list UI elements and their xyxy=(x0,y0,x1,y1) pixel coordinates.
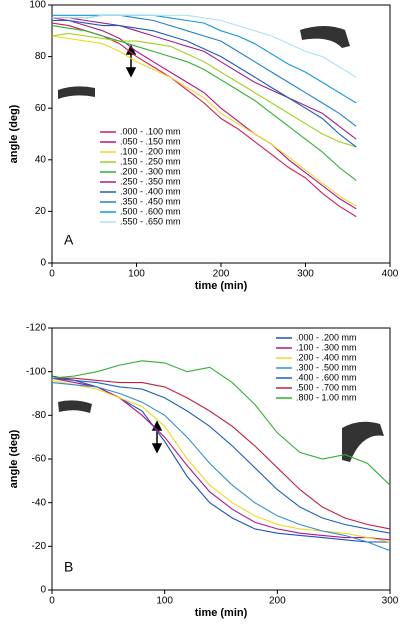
y-tick-label: 0 xyxy=(40,258,46,269)
series-line xyxy=(51,32,357,148)
legend-label: .250 - .350 mm xyxy=(120,176,181,186)
x-tick-label: 100 xyxy=(156,596,173,607)
y-tick-label: -40 xyxy=(32,497,47,508)
series-line xyxy=(51,35,357,207)
series-line xyxy=(52,19,357,148)
legend-label: .100 - .200 mm xyxy=(120,146,181,156)
series-line xyxy=(52,14,357,78)
y-tick-label: 40 xyxy=(35,154,47,165)
x-axis-label: time (min) xyxy=(195,607,248,619)
y-tick-label: -20 xyxy=(32,541,47,552)
x-axis-label: time (min) xyxy=(195,280,248,292)
worm-icon xyxy=(58,86,95,99)
y-axis-label: angle (deg) xyxy=(8,429,20,488)
legend-label: .800 - 1.00 mm xyxy=(296,392,357,402)
x-tick-label: 0 xyxy=(49,269,55,280)
legend: .000 - .100 mm.050 - .150 mm.100 - .200 … xyxy=(100,126,181,226)
legend-label: .500 - .700 mm xyxy=(296,382,357,392)
panel-label: A xyxy=(64,232,74,248)
legend-label: .550 - .650 mm xyxy=(120,216,181,226)
legend-label: .000 - .200 mm xyxy=(296,332,357,342)
legend-label: .300 - .400 mm xyxy=(120,186,181,196)
y-tick-label: 0 xyxy=(40,585,46,596)
series-line xyxy=(51,377,391,541)
y-tick-label: -120 xyxy=(26,323,46,334)
x-tick-label: 300 xyxy=(297,269,314,280)
decorations xyxy=(58,26,384,462)
series-line xyxy=(51,379,391,543)
x-tick-label: 300 xyxy=(382,596,399,607)
series-line xyxy=(51,360,391,486)
y-tick-label: -60 xyxy=(32,454,47,465)
panel-label: B xyxy=(64,559,73,575)
x-tick-label: 400 xyxy=(382,269,399,280)
y-tick-label: 60 xyxy=(35,103,47,114)
worm-icon xyxy=(300,26,350,48)
x-tick-label: 200 xyxy=(213,269,230,280)
y-tick-label: 100 xyxy=(29,0,46,11)
worm-icon xyxy=(342,421,384,462)
series-line xyxy=(51,17,357,210)
x-tick-label: 0 xyxy=(49,596,55,607)
series-line xyxy=(52,377,391,530)
series-line xyxy=(51,22,357,218)
series-line xyxy=(51,25,357,181)
legend-label: .200 - .400 mm xyxy=(296,352,357,362)
y-tick-label: 80 xyxy=(35,51,47,62)
x-tick-label: 100 xyxy=(128,269,145,280)
legend-label: .200 - .300 mm xyxy=(120,166,181,176)
legend-label: .400 - .600 mm xyxy=(296,372,357,382)
legend-label: .500 - .600 mm xyxy=(120,206,181,216)
series-line xyxy=(52,17,357,140)
series-line xyxy=(51,382,391,552)
y-tick-label: -80 xyxy=(32,410,47,421)
series-line xyxy=(51,377,391,534)
legend-label: .300 - .500 mm xyxy=(296,362,357,372)
y-axis-label: angle (deg) xyxy=(8,104,20,163)
legend-label: .350 - .450 mm xyxy=(120,196,181,206)
legend-label: .100 - .300 mm xyxy=(296,342,357,352)
legend-label: .000 - .100 mm xyxy=(120,126,181,136)
legend-label: .050 - .150 mm xyxy=(120,136,181,146)
worm-icon xyxy=(58,400,92,413)
y-tick-label: -100 xyxy=(26,366,46,377)
legend-label: .150 - .250 mm xyxy=(120,156,181,166)
y-tick-label: 20 xyxy=(35,206,47,217)
x-tick-label: 200 xyxy=(269,596,286,607)
legend: .000 - .200 mm.100 - .300 mm.200 - .400 … xyxy=(272,330,388,406)
